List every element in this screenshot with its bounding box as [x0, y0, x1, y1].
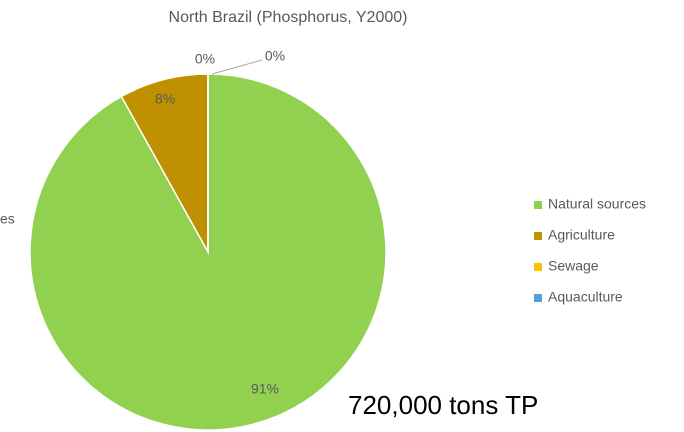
legend-swatch [534, 232, 542, 240]
legend-label: Natural sources [548, 196, 646, 212]
legend-swatch [534, 263, 542, 271]
legend-swatch [534, 201, 542, 209]
chart-title: North Brazil (Phosphorus, Y2000) [169, 9, 408, 26]
leader-line [211, 59, 263, 75]
legend-swatch [534, 294, 542, 302]
pie-slice [29, 73, 387, 431]
annotation: es [0, 211, 15, 227]
data-label: 0% [195, 51, 215, 67]
legend-label: Aquaculture [548, 289, 623, 305]
data-label: 0% [265, 48, 285, 64]
legend-label: Agriculture [548, 227, 615, 243]
annotation: 720,000 tons TP [348, 390, 538, 420]
pie-slice [120, 73, 209, 255]
legend-label: Sewage [548, 258, 599, 274]
data-label: 91% [251, 381, 279, 397]
data-label: 8% [155, 91, 175, 107]
